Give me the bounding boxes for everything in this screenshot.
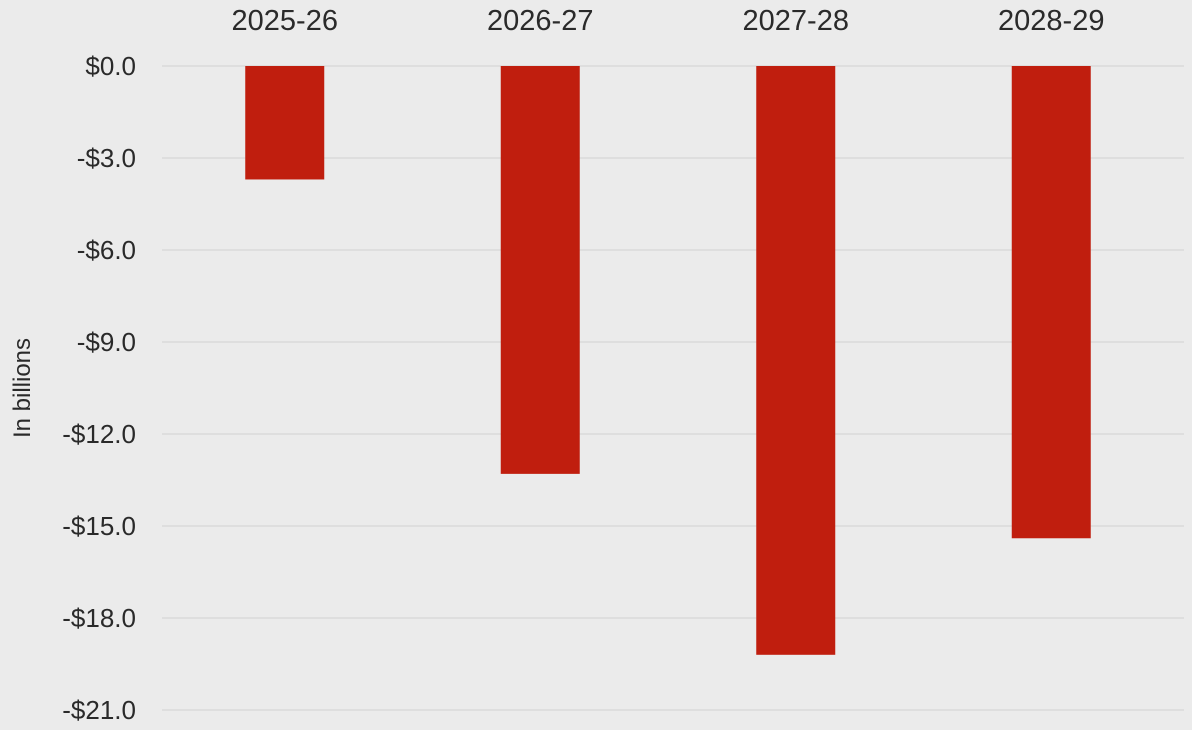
gridlines: [162, 65, 1184, 711]
y-tick-label: $0.0: [85, 51, 136, 81]
y-tick-label: -$12.0: [62, 419, 136, 449]
x-category-label: 2025-26: [232, 5, 338, 37]
y-tick-label: -$3.0: [77, 143, 136, 173]
y-tick-label: -$6.0: [77, 235, 136, 265]
y-axis-ticks: $0.0 -$3.0 -$6.0 -$9.0 -$12.0 -$15.0 -$18.0 -$2…: [62, 51, 136, 725]
x-category-label: 2028-29: [998, 5, 1104, 37]
x-axis-categories: 2025-26 2026-27 2027-28 2028-29: [232, 5, 1105, 37]
bar-2028-29: [1011, 66, 1091, 539]
bar-2026-27: [500, 66, 580, 474]
y-tick-label: -$18.0: [62, 603, 136, 633]
bar-2025-26: [245, 66, 325, 180]
bars: [245, 66, 1091, 655]
bar-2027-28: [756, 66, 836, 655]
x-category-label: 2027-28: [743, 5, 849, 37]
y-tick-label: -$9.0: [77, 327, 136, 357]
y-tick-label: -$15.0: [62, 511, 136, 541]
y-tick-label: -$21.0: [62, 695, 136, 725]
x-category-label: 2026-27: [487, 5, 593, 37]
y-axis-title: In billions: [9, 338, 36, 438]
